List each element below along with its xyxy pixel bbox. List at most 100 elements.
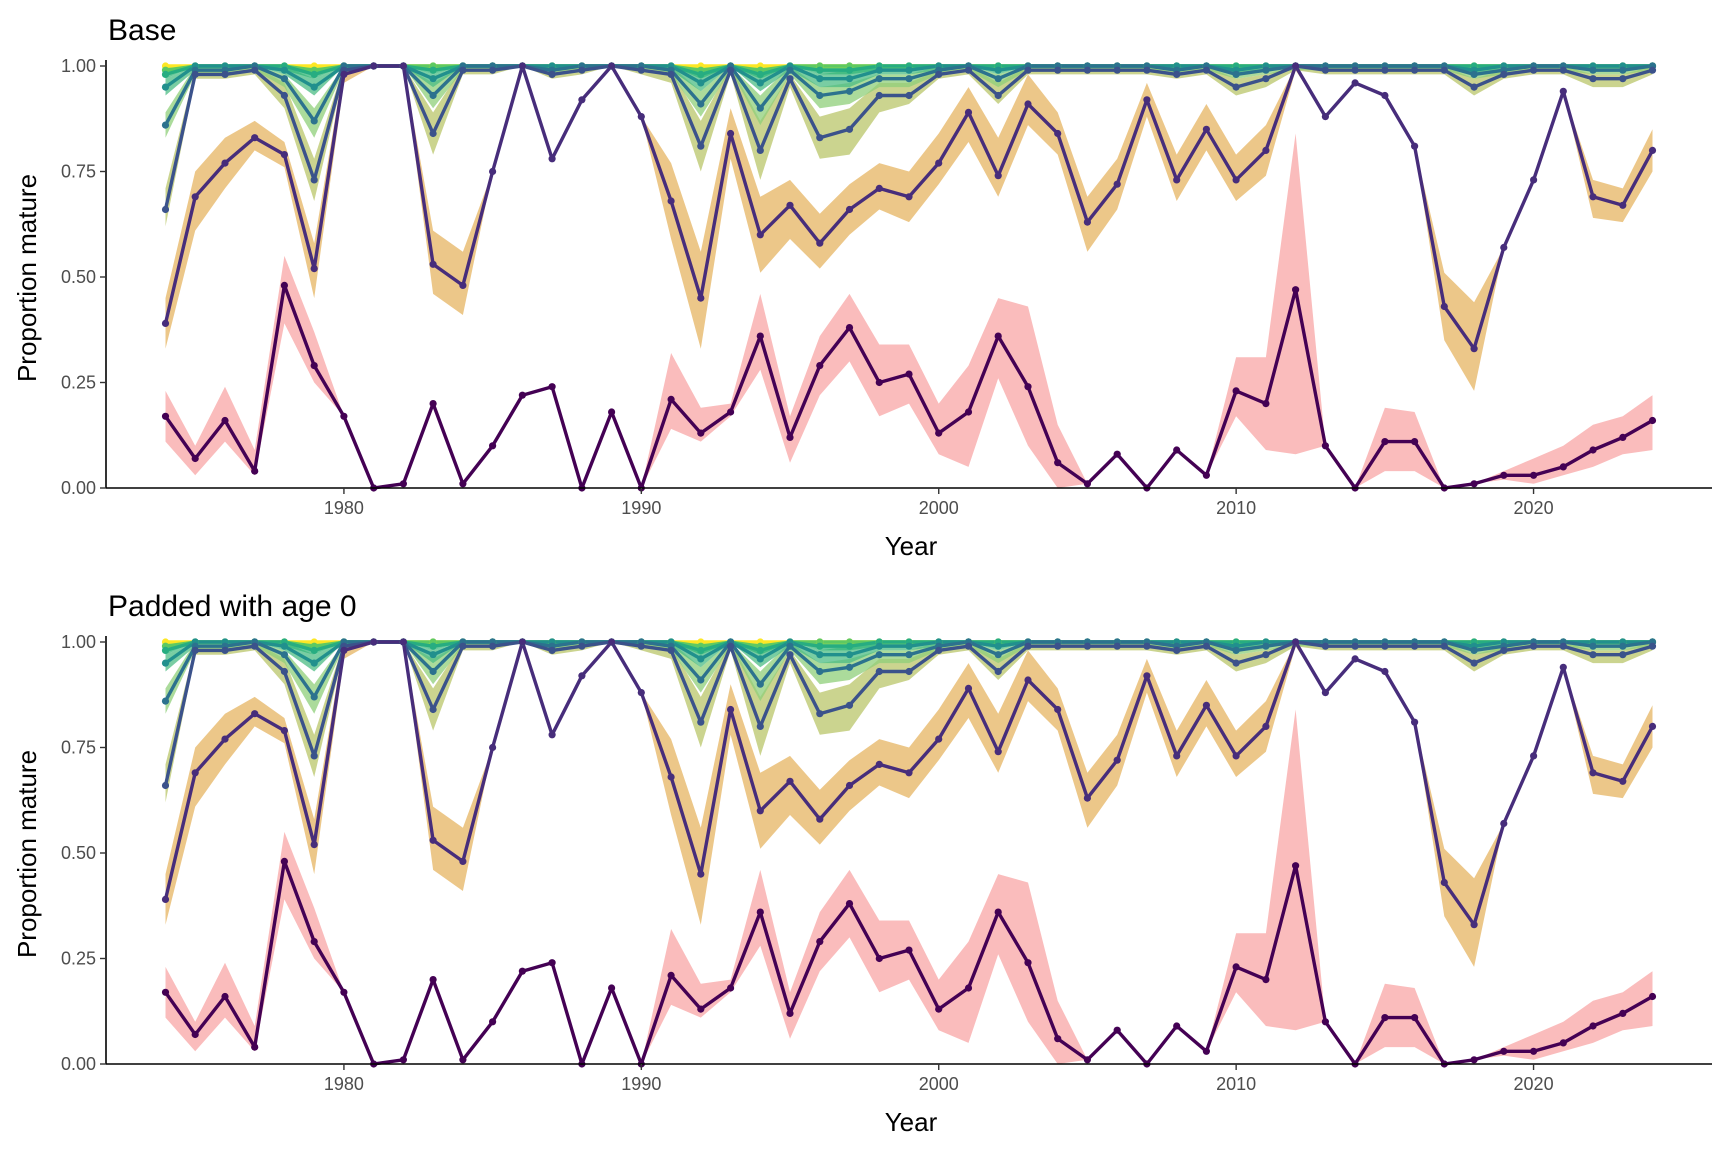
point-series-0 — [608, 984, 616, 992]
point-series-1 — [1619, 201, 1627, 209]
point-series-4 — [697, 79, 705, 87]
point-series-0 — [935, 429, 943, 437]
point-series-3 — [845, 87, 854, 95]
point-series-1 — [845, 205, 854, 214]
point-series-0 — [1411, 438, 1419, 446]
point-series-1 — [608, 62, 616, 70]
point-series-2 — [1054, 66, 1062, 74]
point-series-2 — [1440, 66, 1448, 74]
x-tick-label: 1980 — [324, 1074, 364, 1094]
x-tick-label: 1990 — [621, 1074, 661, 1094]
point-series-2 — [1411, 66, 1419, 74]
point-series-1 — [1202, 125, 1210, 133]
point-series-1 — [727, 129, 735, 138]
point-series-0 — [1113, 450, 1121, 458]
point-series-4 — [429, 75, 437, 83]
point-series-0 — [667, 395, 675, 403]
point-series-0 — [1619, 1009, 1627, 1018]
point-series-2 — [251, 642, 259, 650]
point-series-0 — [1321, 442, 1329, 450]
y-tick-label: 0.25 — [61, 949, 96, 969]
point-series-2 — [727, 642, 735, 650]
point-series-1 — [340, 646, 348, 655]
point-series-1 — [1292, 638, 1300, 646]
point-series-2 — [1054, 642, 1062, 650]
point-series-0 — [786, 433, 794, 441]
point-series-2 — [1024, 642, 1032, 650]
point-series-0 — [1411, 1014, 1419, 1022]
point-series-1 — [1440, 302, 1448, 311]
point-series-0 — [221, 992, 229, 1001]
point-series-0 — [251, 1043, 259, 1051]
point-series-0 — [875, 954, 883, 963]
point-series-4 — [756, 79, 764, 87]
point-series-3 — [1232, 70, 1240, 78]
point-series-2 — [429, 705, 437, 714]
point-series-4 — [905, 66, 913, 74]
point-series-1 — [667, 773, 675, 781]
point-series-1 — [608, 638, 616, 646]
point-series-0 — [191, 1030, 199, 1039]
point-series-3 — [816, 91, 824, 100]
point-series-0 — [310, 938, 318, 946]
point-series-5 — [310, 646, 318, 655]
point-series-2 — [875, 91, 883, 100]
point-series-1 — [489, 167, 497, 176]
panel-padded-with-age-0: Padded with age 0 1980 1990 2000 2010 2020 0.… — [12, 590, 1712, 1137]
point-series-1 — [489, 743, 497, 752]
point-series-0 — [429, 400, 437, 408]
point-series-1 — [518, 62, 527, 70]
point-series-1 — [1648, 146, 1657, 154]
point-series-1 — [1470, 345, 1478, 353]
x-tick-label: 2020 — [1514, 498, 1554, 518]
point-series-1 — [399, 638, 407, 646]
point-series-0 — [548, 383, 556, 391]
point-series-1 — [1143, 96, 1151, 104]
point-series-3 — [905, 651, 913, 659]
axes: 1980 1990 2000 2010 2020 0.00 0.25 0.50 0.75 1.00 — [61, 632, 1712, 1094]
point-series-2 — [1024, 66, 1032, 74]
point-series-2 — [1411, 642, 1419, 650]
point-series-5 — [310, 70, 318, 78]
point-series-2 — [459, 642, 467, 650]
point-series-2 — [1202, 66, 1210, 74]
point-series-0 — [1321, 1018, 1329, 1026]
point-series-2 — [756, 722, 764, 731]
point-series-0 — [1530, 471, 1538, 479]
point-series-2 — [1589, 651, 1597, 659]
point-series-2 — [1262, 651, 1270, 659]
point-series-2 — [905, 667, 913, 676]
point-series-4 — [161, 659, 170, 667]
point-series-3 — [1619, 642, 1627, 650]
point-series-0 — [1381, 438, 1389, 446]
point-series-0 — [489, 1018, 497, 1026]
point-series-1 — [1589, 769, 1597, 777]
point-series-1 — [518, 638, 527, 646]
point-series-1 — [905, 193, 913, 201]
point-series-2 — [459, 66, 467, 74]
point-series-2 — [964, 66, 973, 74]
point-series-0 — [1500, 1047, 1508, 1055]
point-series-1 — [1232, 176, 1240, 184]
point-series-1 — [1619, 777, 1627, 785]
point-series-2 — [786, 651, 794, 659]
point-series-1 — [1559, 87, 1567, 95]
point-series-2 — [1351, 642, 1359, 650]
point-series-1 — [816, 239, 824, 247]
point-series-3 — [786, 66, 794, 74]
point-series-2 — [1173, 646, 1181, 655]
point-series-2 — [1232, 659, 1240, 667]
point-series-0 — [1232, 963, 1240, 971]
point-series-1 — [1500, 819, 1508, 828]
point-series-3 — [1619, 66, 1627, 74]
point-series-2 — [191, 70, 199, 78]
point-series-2 — [578, 642, 586, 650]
y-tick-label: 1.00 — [61, 56, 96, 76]
point-series-4 — [994, 66, 1002, 74]
point-series-1 — [1381, 91, 1389, 100]
point-series-1 — [251, 134, 259, 142]
point-series-0 — [1024, 959, 1032, 967]
point-series-2 — [786, 75, 794, 83]
point-series-0 — [756, 908, 764, 916]
point-series-1 — [1351, 655, 1359, 663]
